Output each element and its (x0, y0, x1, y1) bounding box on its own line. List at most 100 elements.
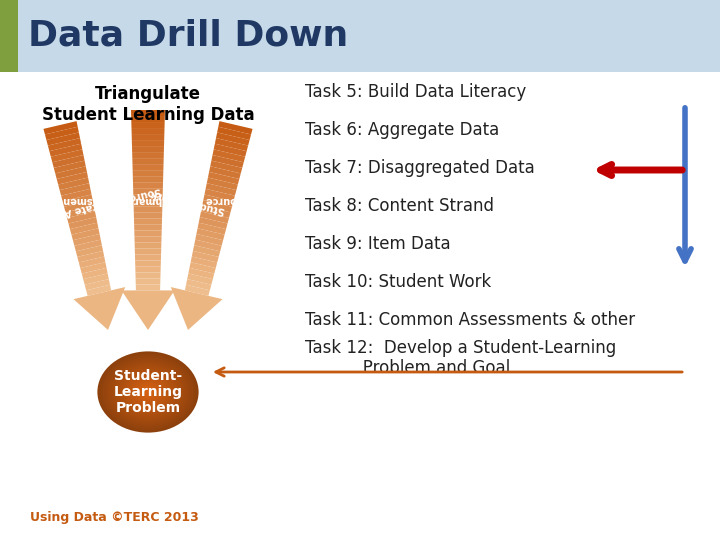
Polygon shape (81, 268, 108, 279)
Polygon shape (133, 200, 163, 206)
Polygon shape (193, 245, 220, 257)
Ellipse shape (122, 371, 174, 413)
Polygon shape (212, 155, 244, 168)
Polygon shape (134, 212, 162, 218)
Polygon shape (132, 176, 163, 182)
Polygon shape (51, 150, 84, 163)
Ellipse shape (126, 374, 170, 410)
Polygon shape (134, 224, 162, 230)
Text: Data Drill Down: Data Drill Down (28, 19, 348, 53)
Text: Student-
Learning
Problem: Student- Learning Problem (114, 369, 182, 415)
Polygon shape (135, 242, 161, 248)
Polygon shape (135, 272, 161, 279)
Ellipse shape (134, 381, 162, 403)
Polygon shape (80, 262, 107, 274)
Polygon shape (131, 110, 165, 116)
Polygon shape (217, 127, 251, 140)
Polygon shape (132, 146, 164, 152)
Text: Source 2  Benchmark Assessments: Source 2 Benchmark Assessments (53, 195, 243, 205)
Polygon shape (132, 164, 163, 170)
Polygon shape (132, 140, 164, 146)
Polygon shape (60, 183, 91, 195)
Polygon shape (210, 160, 242, 173)
Polygon shape (135, 254, 161, 260)
Polygon shape (58, 178, 89, 190)
Ellipse shape (117, 367, 179, 417)
Ellipse shape (104, 356, 192, 428)
Polygon shape (133, 182, 163, 188)
Polygon shape (132, 170, 163, 176)
Polygon shape (71, 228, 99, 240)
Text: Task 11: Common Assessments & other: Task 11: Common Assessments & other (305, 311, 635, 329)
Text: Task 10: Student Work: Task 10: Student Work (305, 273, 491, 291)
Polygon shape (218, 121, 253, 134)
Polygon shape (74, 240, 102, 251)
Polygon shape (132, 128, 164, 134)
Ellipse shape (120, 369, 176, 415)
Polygon shape (203, 194, 233, 207)
Polygon shape (66, 206, 95, 218)
Polygon shape (197, 222, 226, 234)
Polygon shape (64, 200, 94, 212)
Bar (0, 72, 720, 540)
Polygon shape (135, 237, 161, 242)
Polygon shape (43, 121, 78, 134)
Polygon shape (55, 166, 87, 179)
Ellipse shape (99, 352, 197, 432)
Polygon shape (133, 194, 163, 200)
Polygon shape (86, 285, 111, 296)
Text: Task 6: Aggregate Data: Task 6: Aggregate Data (305, 121, 499, 139)
Bar (0, 0, 18, 72)
Ellipse shape (128, 376, 168, 408)
Text: Using Data ©TERC 2013: Using Data ©TERC 2013 (30, 511, 199, 524)
Text: Source 1:  State Assess sment: Source 1: State Assess sment (0, 185, 162, 233)
Polygon shape (131, 116, 165, 122)
Ellipse shape (109, 361, 187, 423)
Polygon shape (197, 228, 225, 240)
Polygon shape (68, 217, 97, 229)
Polygon shape (122, 291, 174, 330)
Polygon shape (214, 144, 247, 157)
Polygon shape (171, 287, 222, 330)
Polygon shape (194, 240, 222, 251)
Polygon shape (189, 262, 216, 274)
Polygon shape (67, 211, 96, 224)
Ellipse shape (112, 362, 184, 421)
Ellipse shape (113, 363, 183, 420)
Polygon shape (50, 144, 82, 157)
Polygon shape (209, 166, 240, 179)
Polygon shape (132, 158, 163, 164)
Polygon shape (85, 279, 110, 291)
Polygon shape (187, 273, 213, 285)
Ellipse shape (140, 386, 156, 399)
Ellipse shape (102, 355, 194, 429)
Polygon shape (202, 200, 232, 212)
Polygon shape (48, 138, 81, 151)
Polygon shape (54, 160, 86, 173)
Polygon shape (135, 260, 161, 266)
Ellipse shape (110, 362, 186, 422)
Polygon shape (45, 127, 79, 140)
Polygon shape (207, 178, 238, 190)
Ellipse shape (131, 379, 165, 406)
Polygon shape (77, 251, 104, 262)
Polygon shape (53, 155, 85, 168)
Polygon shape (204, 189, 235, 201)
Text: Source 3:  Student Work: Source 3: Student Work (150, 189, 283, 230)
Ellipse shape (118, 368, 178, 416)
Ellipse shape (127, 375, 168, 409)
Polygon shape (61, 189, 91, 201)
Polygon shape (189, 268, 215, 279)
Ellipse shape (107, 359, 189, 426)
Ellipse shape (130, 377, 166, 407)
Ellipse shape (114, 364, 181, 419)
Polygon shape (195, 234, 223, 246)
Bar (0, 0, 720, 72)
Polygon shape (131, 122, 165, 128)
Ellipse shape (138, 383, 158, 400)
Ellipse shape (115, 366, 181, 418)
Polygon shape (73, 234, 101, 246)
Polygon shape (216, 132, 250, 146)
Polygon shape (136, 285, 161, 291)
Ellipse shape (136, 382, 160, 401)
